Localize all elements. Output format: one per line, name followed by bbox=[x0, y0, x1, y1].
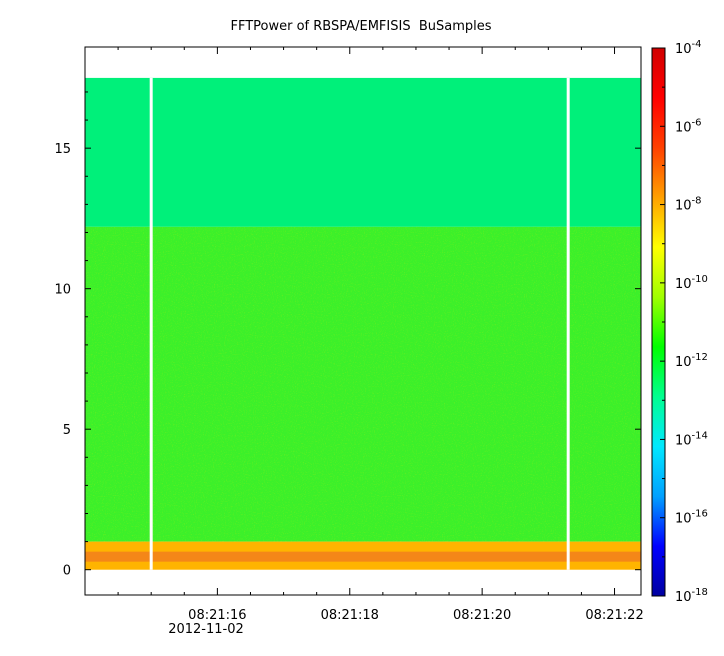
x-axis-date-label: 2012-11-02 bbox=[168, 622, 244, 637]
data-gap-1 bbox=[149, 77, 153, 570]
colorbar-tick-label: 10-8 bbox=[675, 196, 702, 214]
colorbar-tick-label: 10-12 bbox=[675, 352, 708, 370]
colorbar-tick-label: 10-6 bbox=[675, 117, 702, 135]
colorbar-tick-label: 10-14 bbox=[675, 430, 708, 448]
x-tick-label: 08:21:22 bbox=[585, 608, 643, 623]
intense-band-core bbox=[85, 551, 641, 562]
chart-title: FFTPower of RBSPA/EMFISIS BuSamples bbox=[230, 19, 491, 34]
plot-frame bbox=[84, 46, 642, 596]
data-gap-2 bbox=[566, 77, 570, 570]
band-speckle bbox=[85, 226, 641, 542]
colorbar-tick-label: 10-10 bbox=[675, 274, 708, 292]
x-tick-label: 08:21:18 bbox=[321, 608, 379, 623]
plot-area bbox=[84, 46, 642, 596]
colorbar: 10-4 10-6 10-8 10-10 10-12 10-14 10-16 10-18 bbox=[651, 39, 708, 605]
colorbar-tick-label: 10-18 bbox=[675, 587, 708, 605]
y-axis: 0 5 10 15 bbox=[54, 91, 641, 579]
x-tick-label: 08:21:20 bbox=[453, 608, 511, 623]
upper-frequency-band bbox=[85, 77, 641, 227]
x-tick-label: 08:21:16 bbox=[188, 608, 246, 623]
x-axis: 2012-11-02 08:21:16 08:21:18 08:21:20 08:21… bbox=[117, 47, 644, 637]
y-tick-label-10: 10 bbox=[54, 283, 71, 298]
y-tick-label-0: 0 bbox=[63, 564, 71, 579]
y-tick-label-15: 15 bbox=[54, 142, 71, 157]
colorbar-tick-label: 10-4 bbox=[675, 39, 702, 57]
y-tick-label-5: 5 bbox=[63, 423, 71, 438]
colorbar-tick-label: 10-16 bbox=[675, 509, 708, 527]
